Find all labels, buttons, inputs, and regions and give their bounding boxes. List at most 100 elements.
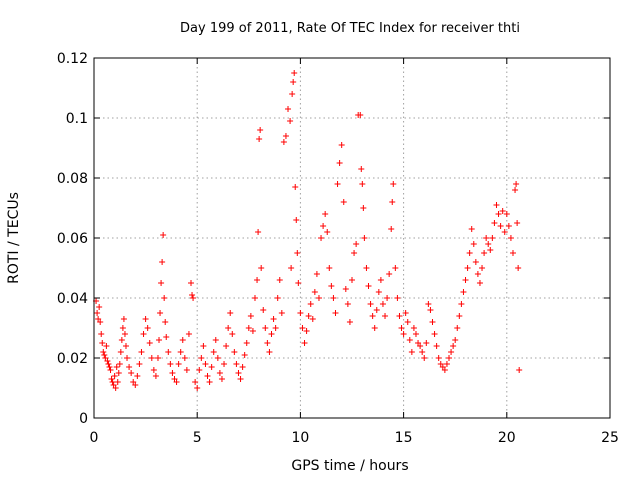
data-point	[470, 241, 477, 247]
data-point	[297, 310, 304, 316]
data-point	[132, 382, 139, 388]
data-point	[353, 241, 360, 247]
x-tick-label: 10	[291, 430, 309, 446]
data-point	[410, 325, 417, 331]
data-point	[173, 379, 180, 385]
data-point	[229, 331, 236, 337]
data-point	[156, 337, 163, 343]
data-point	[142, 316, 149, 322]
data-point	[472, 259, 479, 265]
data-point	[216, 370, 223, 376]
data-point	[454, 325, 461, 331]
data-point	[223, 343, 230, 349]
data-point	[427, 307, 434, 313]
data-point	[359, 181, 366, 187]
data-point	[390, 181, 397, 187]
data-point	[177, 349, 184, 355]
data-point	[398, 325, 405, 331]
y-tick-label: 0.06	[57, 231, 88, 247]
data-point	[97, 319, 104, 325]
data-point	[351, 250, 358, 256]
data-point	[264, 340, 271, 346]
data-point	[332, 310, 339, 316]
y-axis-label: ROTI / TECUs	[6, 192, 22, 284]
data-point	[214, 355, 221, 361]
data-point	[128, 370, 135, 376]
data-point	[421, 355, 428, 361]
y-tick-labels: 0 0.02 0.04 0.06 0.08 0.1 0.12	[57, 51, 88, 427]
data-point	[305, 313, 312, 319]
data-point	[241, 352, 248, 358]
axis-ticks	[93, 57, 611, 419]
data-point	[287, 118, 294, 124]
data-point	[290, 79, 297, 85]
data-point	[239, 364, 246, 370]
data-point	[200, 343, 207, 349]
data-point	[257, 127, 264, 133]
data-point	[346, 319, 353, 325]
data-point	[243, 340, 250, 346]
data-point	[104, 358, 111, 364]
data-point	[481, 250, 488, 256]
data-point	[122, 343, 129, 349]
data-point	[357, 112, 364, 118]
grid-lines	[94, 58, 610, 418]
data-point	[342, 286, 349, 292]
data-point	[150, 367, 157, 373]
data-point	[358, 166, 365, 172]
data-point	[363, 265, 370, 271]
data-point	[106, 364, 113, 370]
data-point	[181, 355, 188, 361]
data-point	[392, 265, 399, 271]
data-point	[118, 337, 125, 343]
data-point	[513, 181, 520, 187]
data-point	[206, 379, 213, 385]
y-tick-label: 0.1	[66, 111, 88, 127]
data-point	[276, 277, 283, 283]
data-point	[464, 265, 471, 271]
y-tick-label: 0.08	[57, 171, 88, 187]
data-point	[408, 349, 415, 355]
data-point	[225, 325, 232, 331]
data-point	[458, 301, 465, 307]
data-point	[512, 187, 519, 193]
x-tick-label: 0	[90, 430, 99, 446]
data-point	[192, 379, 199, 385]
data-point	[515, 265, 522, 271]
data-point	[212, 337, 219, 343]
data-point	[288, 265, 295, 271]
data-point	[115, 370, 122, 376]
data-point	[272, 325, 279, 331]
data-point	[138, 349, 145, 355]
data-point	[280, 139, 287, 145]
data-point	[483, 235, 490, 241]
data-point	[189, 292, 196, 298]
data-point	[402, 310, 409, 316]
data-point	[313, 271, 320, 277]
data-point	[443, 361, 450, 367]
data-point	[270, 316, 277, 322]
data-point	[466, 250, 473, 256]
data-point	[227, 310, 234, 316]
data-point	[108, 376, 115, 382]
data-point	[338, 142, 345, 148]
data-point	[315, 295, 322, 301]
data-point	[194, 385, 201, 391]
data-point	[369, 313, 376, 319]
data-point	[295, 280, 302, 286]
data-point	[144, 325, 151, 331]
data-point	[479, 265, 486, 271]
data-point	[460, 289, 467, 295]
data-point	[336, 160, 343, 166]
data-point	[318, 235, 325, 241]
data-point	[293, 217, 300, 223]
data-point	[140, 331, 147, 337]
data-point	[516, 367, 523, 373]
data-point	[167, 361, 174, 367]
data-point	[446, 355, 453, 361]
data-point	[126, 364, 133, 370]
x-axis-label: GPS time / hours	[291, 458, 408, 474]
data-point	[208, 364, 215, 370]
data-point	[404, 319, 411, 325]
y-tick-label: 0	[79, 411, 88, 427]
